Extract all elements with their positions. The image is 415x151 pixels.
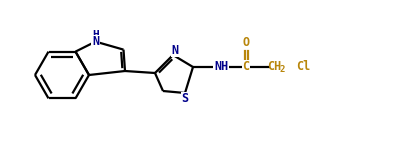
Text: H: H [92, 30, 99, 40]
Text: N: N [171, 43, 178, 56]
Text: N: N [92, 35, 99, 48]
Text: 2: 2 [279, 66, 285, 74]
Text: NH: NH [214, 61, 228, 74]
Text: Cl: Cl [296, 59, 310, 72]
Text: C: C [242, 61, 249, 74]
Text: S: S [181, 93, 188, 106]
Text: CH: CH [267, 59, 281, 72]
Text: O: O [242, 35, 249, 48]
